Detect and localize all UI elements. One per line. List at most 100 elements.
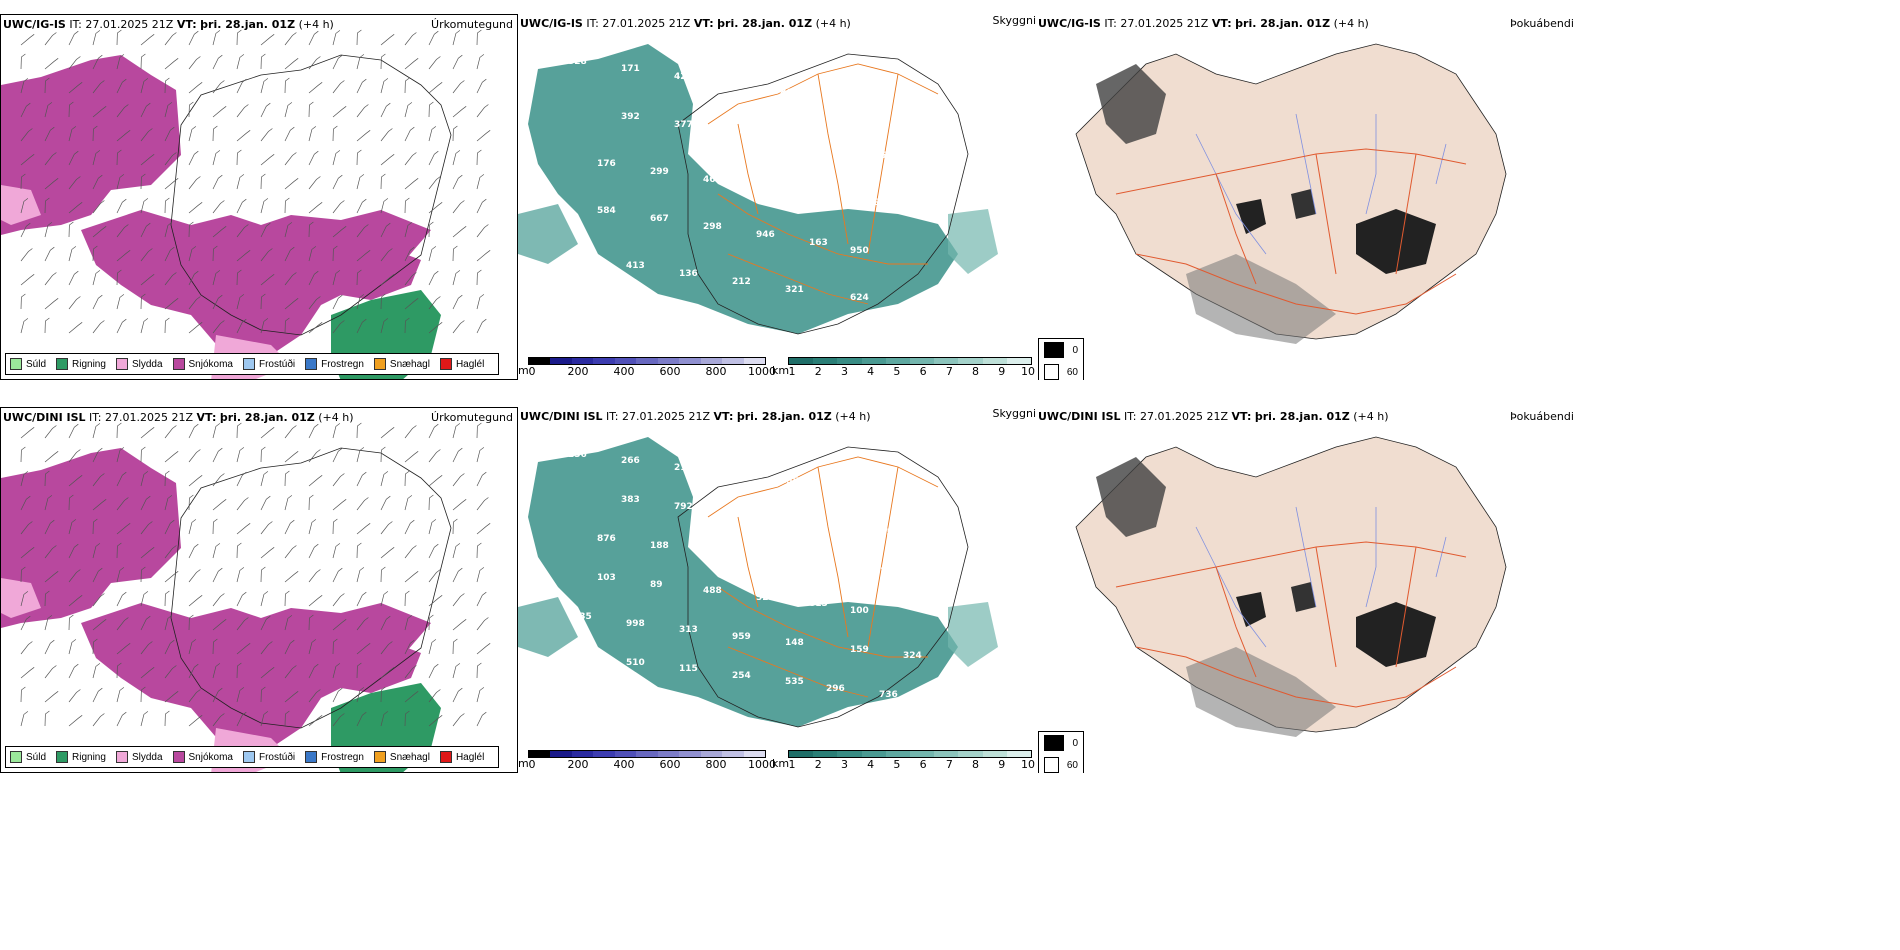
- wind-barb: [164, 32, 177, 46]
- wind-barb: [428, 322, 443, 334]
- wind-barb: [116, 617, 129, 631]
- wind-barb: [284, 272, 297, 286]
- wind-barb: [212, 200, 225, 214]
- wind-barb: [164, 519, 175, 535]
- road-network: [707, 456, 939, 698]
- peak-elevation-label: 298: [703, 222, 722, 232]
- fog-panel: UWC/IG-IS IT: 27.01.2025 21Z VT: þri. 28…: [1036, 14, 1900, 380]
- peak-elevation-label: 698: [703, 547, 722, 557]
- colorbar-tick: 9: [998, 365, 1006, 378]
- wind-barb: [188, 150, 199, 166]
- wind-barb: [260, 173, 266, 190]
- wind-barb: [260, 128, 273, 142]
- wind-barb: [140, 318, 149, 334]
- wind-barb: [140, 446, 146, 463]
- fog-dark-small: [1236, 592, 1266, 627]
- wind-barb: [188, 614, 194, 631]
- wind-barb: [404, 246, 415, 262]
- peak-elevation-label: 236: [568, 450, 587, 460]
- fog-map: [1075, 43, 1507, 344]
- wind-barb: [404, 470, 410, 487]
- colorbar-tick: 600: [659, 365, 681, 378]
- vt-label: VT:: [693, 17, 714, 30]
- wind-barb: [356, 617, 369, 631]
- wind-barb: [332, 150, 341, 166]
- fog-legend-row: 60: [1039, 361, 1083, 380]
- wind-barb: [452, 518, 458, 535]
- colorbar-tick: 800: [705, 365, 727, 378]
- wind-barb: [140, 427, 155, 439]
- peak-elevation-label: 158: [809, 560, 828, 570]
- wind-barb: [356, 542, 362, 559]
- wind-barb: [380, 78, 389, 94]
- wind-barb: [332, 567, 343, 583]
- colorbar-tick: 7: [945, 365, 953, 378]
- legend-label: Rigning: [72, 751, 106, 763]
- wind-barb: [236, 643, 251, 655]
- wind-barb: [428, 519, 437, 535]
- coastline: [677, 446, 969, 728]
- wind-barb: [284, 425, 297, 439]
- wind-barb: [332, 54, 343, 70]
- wind-barb: [284, 665, 297, 679]
- wind-barb: [212, 567, 223, 583]
- peak-elevation-label: 136: [679, 269, 698, 279]
- vt-label: VT:: [713, 410, 734, 423]
- wind-barb: [212, 663, 221, 679]
- wind-barb: [452, 125, 458, 142]
- peak-elevation-label: 313: [679, 625, 698, 635]
- colorbar-tick: 2: [814, 365, 822, 378]
- wind-barb: [428, 246, 437, 262]
- wind-barb: [404, 710, 410, 727]
- wind-barb: [260, 615, 271, 631]
- snow-area-east: [331, 245, 421, 300]
- wind-barb: [68, 519, 77, 535]
- wind-barb: [380, 173, 386, 190]
- wind-barb: [164, 470, 170, 487]
- wind-barb: [236, 662, 242, 679]
- wind-barb: [44, 58, 59, 70]
- peak-elevation-label: 171: [621, 64, 640, 74]
- wind-barb: [332, 638, 338, 655]
- wind-barb: [92, 226, 107, 238]
- wind-barb: [380, 591, 389, 607]
- wind-barb: [404, 298, 419, 310]
- wind-barb: [116, 567, 125, 583]
- legend-label: Frostregn: [321, 751, 364, 763]
- wind-barb: [284, 590, 290, 607]
- wind-barb: [284, 545, 297, 559]
- colorbar-tick: 0: [528, 365, 536, 378]
- field-name: Þokuábendi: [1510, 410, 1574, 423]
- wind-barb: [20, 547, 35, 559]
- wind-barb: [44, 710, 50, 727]
- wind-barb: [68, 689, 81, 703]
- wind-barb: [140, 591, 149, 607]
- wind-barb: [44, 639, 55, 655]
- wind-barb: [68, 423, 79, 439]
- colorbar-tick: 6: [919, 758, 927, 771]
- wind-barb: [452, 150, 461, 166]
- wind-barb: [308, 101, 314, 118]
- init-time: 27.01.2025 21Z: [1140, 410, 1229, 423]
- visibility-panel: UWC/DINI ISL IT: 27.01.2025 21Z VT: þri.…: [518, 407, 1036, 773]
- wind-barb: [92, 423, 101, 439]
- wind-barb: [236, 523, 251, 535]
- wind-barb: [116, 294, 125, 310]
- wind-barb: [44, 571, 59, 583]
- wind-barb: [44, 495, 53, 511]
- peak-elevation-label: 214: [674, 463, 693, 473]
- wind-barb: [380, 34, 395, 46]
- wind-barb: [236, 224, 249, 238]
- wind-barb: [428, 543, 439, 559]
- wind-barb: [164, 126, 175, 142]
- legend-label: Slydda: [131, 751, 163, 763]
- wind-barb: [92, 174, 103, 190]
- wind-barb: [188, 423, 199, 439]
- peak-elevation-label: 159: [850, 645, 869, 655]
- wind-barb: [404, 126, 415, 142]
- wind-barb: [428, 101, 434, 118]
- wind-barb: [284, 451, 299, 463]
- elevation-peaks: 328 171 420 374 865 398 943 392 377 918 30 772 65 176…: [568, 57, 917, 319]
- wind-barb: [404, 178, 419, 190]
- wind-barb: [476, 567, 485, 583]
